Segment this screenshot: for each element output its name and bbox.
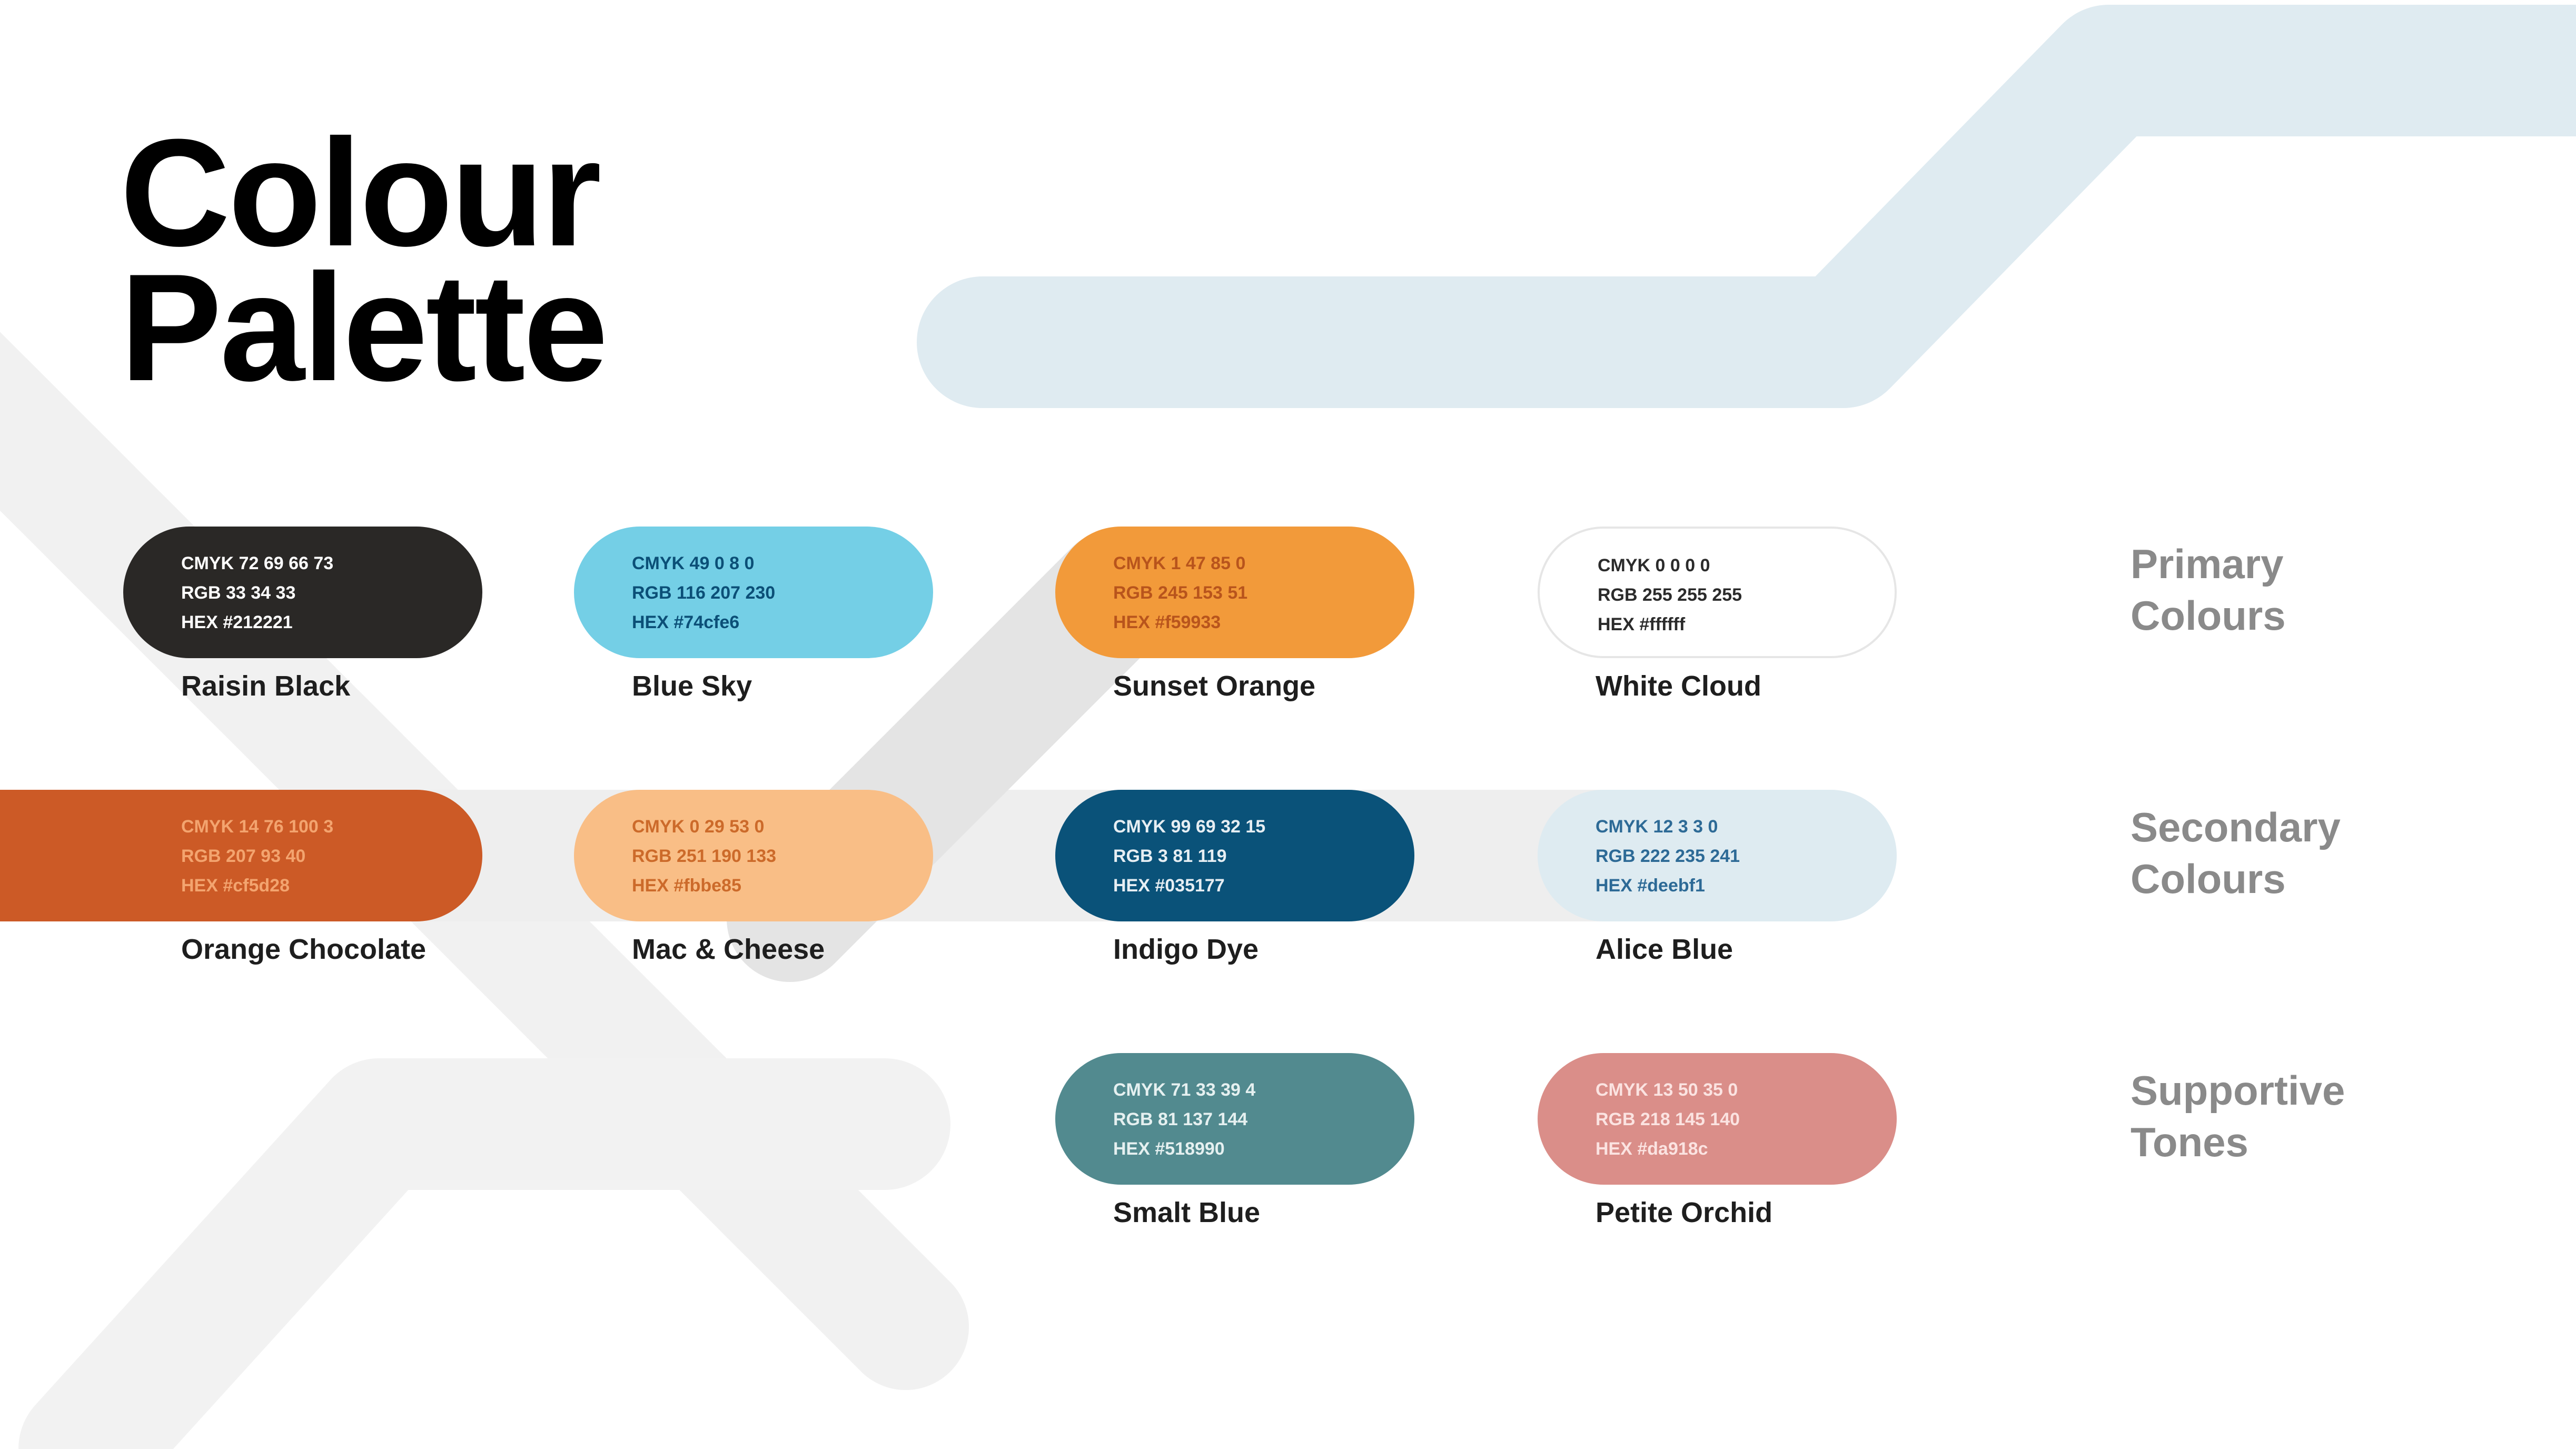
category-label-supportive: Supportive Tones [2131,1067,2345,1165]
cmyk-value: CMYK 12 3 3 0 [1596,817,1718,837]
swatch-name: Mac & Cheese [632,934,825,965]
hex-value: HEX #212221 [181,612,293,632]
swatch-name: Orange Chocolate [181,934,427,965]
swatch-pill: CMYK 1 47 85 0 RGB 245 153 51 HEX #f5993… [1055,527,1414,658]
hex-value: HEX #deebf1 [1596,876,1705,896]
title-line-1: Colour [120,107,601,278]
swatch-name: White Cloud [1596,670,1761,702]
rgb-value: RGB 255 255 255 [1598,585,1742,605]
cmyk-value: CMYK 14 76 100 3 [181,817,334,837]
swatch-name: Petite Orchid [1596,1197,1773,1228]
swatch-name: Blue Sky [632,670,752,702]
swatch-pill: CMYK 72 69 66 73 RGB 33 34 33 HEX #21222… [123,527,482,658]
cmyk-value: CMYK 0 29 53 0 [632,817,765,837]
rgb-value: RGB 33 34 33 [181,583,296,603]
bg-band-grey-bottom [18,1058,950,1449]
rgb-value: RGB 222 235 241 [1596,846,1740,866]
swatch-name: Alice Blue [1596,934,1733,965]
hex-value: HEX #f59933 [1113,612,1221,632]
hex-value: HEX #74cfe6 [632,612,740,632]
rgb-value: RGB 3 81 119 [1113,846,1227,866]
hex-value: HEX #da918c [1596,1139,1708,1159]
swatch-pill: CMYK 12 3 3 0 RGB 222 235 241 HEX #deebf… [1538,790,1897,921]
hex-value: HEX #518990 [1113,1139,1225,1159]
swatch-pill: CMYK 71 33 39 4 RGB 81 137 144 HEX #5189… [1055,1053,1414,1185]
rgb-value: RGB 218 145 140 [1596,1109,1740,1129]
cmyk-value: CMYK 49 0 8 0 [632,553,755,573]
category-label-primary: Primary Colours [2131,541,2286,639]
swatch-pill: CMYK 14 76 100 3 RGB 207 93 40 HEX #cf5d… [0,790,482,921]
cmyk-value: CMYK 0 0 0 0 [1598,555,1710,575]
cmyk-value: CMYK 1 47 85 0 [1113,553,1246,573]
hex-value: HEX #cf5d28 [181,876,290,896]
swatch-name: Smalt Blue [1113,1197,1261,1228]
page-title: Colour Palette [120,107,608,413]
swatch-name: Sunset Orange [1113,670,1316,702]
bg-band-light-blue [917,5,2576,408]
cmyk-value: CMYK 72 69 66 73 [181,553,334,573]
swatch-name: Raisin Black [181,670,351,702]
hex-value: HEX #ffffff [1598,614,1686,634]
title-line-2: Palette [120,242,608,413]
swatch-pill: CMYK 0 29 53 0 RGB 251 190 133 HEX #fbbe… [574,790,933,921]
rgb-value: RGB 116 207 230 [632,583,776,603]
swatch-pill: CMYK 0 0 0 0 RGB 255 255 255 HEX #ffffff [1538,527,1897,658]
hex-value: HEX #035177 [1113,876,1225,896]
rgb-value: RGB 207 93 40 [181,846,306,866]
cmyk-value: CMYK 13 50 35 0 [1596,1080,1738,1100]
rgb-value: RGB 251 190 133 [632,846,777,866]
cmyk-value: CMYK 71 33 39 4 [1113,1080,1256,1100]
swatch-pill: CMYK 49 0 8 0 RGB 116 207 230 HEX #74cfe… [574,527,933,658]
cmyk-value: CMYK 99 69 32 15 [1113,817,1266,837]
swatch-name: Indigo Dye [1113,934,1259,965]
swatch-pill: CMYK 99 69 32 15 RGB 3 81 119 HEX #03517… [1055,790,1414,921]
hex-value: HEX #fbbe85 [632,876,741,896]
category-label-secondary: Secondary Colours [2131,804,2341,902]
swatch-pill: CMYK 13 50 35 0 RGB 218 145 140 HEX #da9… [1538,1053,1897,1185]
rgb-value: RGB 81 137 144 [1113,1109,1248,1129]
rgb-value: RGB 245 153 51 [1113,583,1248,603]
